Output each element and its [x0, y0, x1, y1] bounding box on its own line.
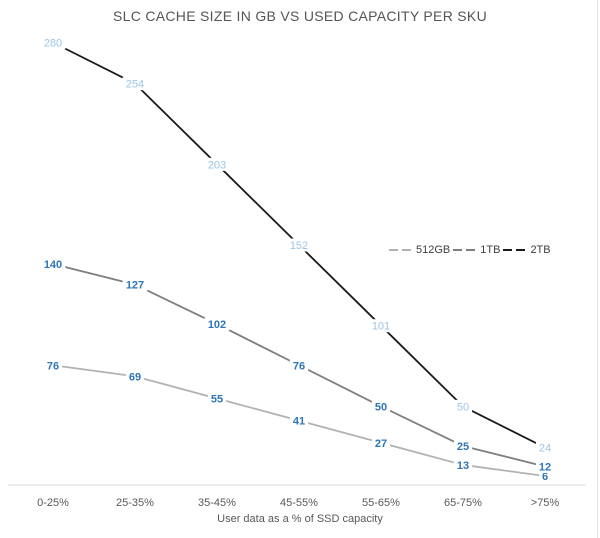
data-label-halo — [122, 77, 148, 91]
data-label-2TB-6: 24 — [539, 443, 551, 455]
data-label-halo — [535, 460, 555, 474]
data-label-512GB-1: 69 — [129, 371, 141, 383]
data-label-halo — [204, 317, 230, 331]
data-label-512GB-6: 6 — [542, 471, 548, 483]
data-label-2TB-3: 152 — [290, 240, 308, 252]
legend-item-1tb: 1TB — [453, 244, 500, 256]
data-label-512GB-4: 27 — [375, 438, 387, 450]
data-label-halo — [453, 458, 473, 472]
legend-key-dash-icon — [389, 249, 398, 251]
data-label-halo — [535, 441, 555, 455]
data-label-1TB-6: 12 — [539, 462, 551, 474]
data-label-1TB-2: 102 — [208, 319, 226, 331]
data-label-512GB-3: 41 — [293, 416, 305, 428]
data-label-halo — [371, 436, 391, 450]
data-label-halo — [539, 469, 551, 483]
data-label-512GB-2: 55 — [211, 393, 223, 405]
data-label-halo — [43, 358, 63, 372]
x-tick-label-0: 0-25% — [37, 497, 69, 509]
data-label-halo — [289, 358, 309, 372]
data-label-halo — [122, 278, 148, 292]
legend-key-dash-icon — [466, 249, 476, 251]
x-axis-title: User data as a % of SSD capacity — [217, 513, 383, 525]
x-tick-label-2: 35-45% — [198, 497, 236, 509]
data-label-2TB-5: 50 — [457, 401, 469, 413]
data-label-halo — [371, 399, 391, 413]
legend-item-512gb: 512GB — [389, 244, 450, 256]
data-label-halo — [289, 414, 309, 428]
data-label-2TB-0: 280 — [44, 38, 62, 50]
data-label-halo — [40, 257, 66, 271]
data-label-halo — [286, 238, 312, 252]
data-label-2TB-2: 203 — [208, 159, 226, 171]
data-label-halo — [204, 157, 230, 171]
right-border-line — [597, 0, 598, 538]
data-label-halo — [453, 439, 473, 453]
data-label-512GB-0: 76 — [47, 360, 59, 372]
data-label-1TB-5: 25 — [457, 441, 469, 453]
legend-label-2tb: 2TB — [530, 244, 551, 256]
legend: 512GB 1TB 2TB — [389, 244, 554, 256]
x-tick-label-1: 25-35% — [116, 497, 154, 509]
data-label-halo — [368, 319, 394, 333]
data-label-halo — [207, 391, 227, 405]
legend-key-dash-icon — [516, 249, 526, 251]
data-label-2TB-1: 254 — [126, 79, 144, 91]
x-tick-label-5: 65-75% — [444, 497, 482, 509]
data-label-1TB-3: 76 — [293, 360, 305, 372]
x-tick-label-4: 55-65% — [362, 497, 400, 509]
data-label-2TB-4: 101 — [372, 321, 390, 333]
legend-key-dash-icon — [453, 249, 463, 251]
data-label-1TB-0: 140 — [44, 259, 62, 271]
data-label-halo — [40, 36, 66, 49]
data-label-512GB-5: 13 — [457, 460, 469, 472]
data-label-halo — [125, 369, 145, 383]
legend-key-dash-icon — [402, 249, 411, 251]
chart-title: SLC CACHE SIZE IN GB VS USED CAPACITY PE… — [113, 8, 487, 24]
data-label-1TB-4: 50 — [375, 401, 387, 413]
legend-label-1tb: 1TB — [480, 244, 501, 256]
x-tick-label-3: 45-55% — [280, 497, 318, 509]
legend-label-512gb: 512GB — [416, 244, 451, 256]
data-label-1TB-1: 127 — [126, 280, 144, 292]
data-label-halo — [453, 399, 473, 413]
x-tick-label-6: >75% — [531, 497, 560, 509]
legend-key-dash-icon — [503, 249, 513, 251]
legend-item-2tb: 2TB — [503, 244, 551, 256]
